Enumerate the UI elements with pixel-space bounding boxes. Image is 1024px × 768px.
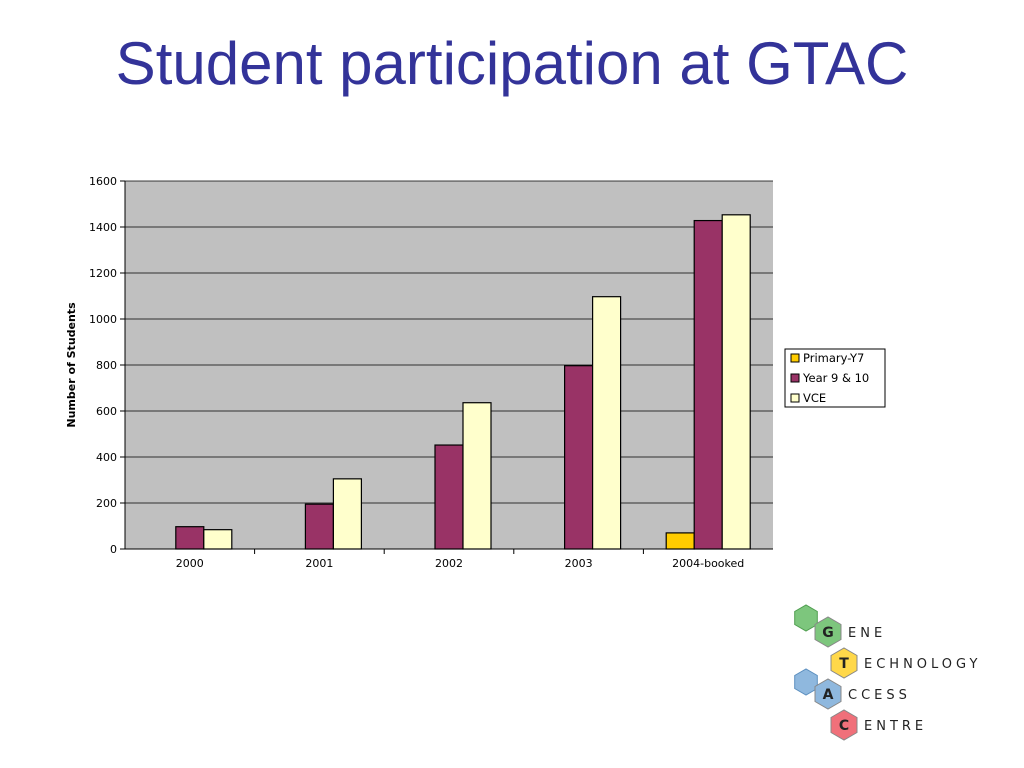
legend-label: VCE [803, 391, 826, 405]
logo-hexagon [830, 647, 858, 679]
logo-word: ENTRE [864, 719, 927, 734]
logo-letter: G [822, 625, 834, 641]
logo-letter: T [839, 656, 849, 672]
y-axis-label: Number of Students [65, 302, 78, 428]
y-tick-label: 200 [96, 497, 117, 510]
bar [175, 526, 205, 550]
x-tick-label: 2003 [565, 557, 593, 570]
x-tick-label: 2001 [305, 557, 333, 570]
y-tick-label: 1600 [89, 175, 117, 188]
bar [693, 219, 723, 550]
logo-word: ENE [848, 626, 886, 641]
legend-swatch [790, 353, 800, 363]
logo-hexagon [830, 709, 858, 741]
x-tick-label: 2002 [435, 557, 463, 570]
x-tick-label: 2000 [176, 557, 204, 570]
decor-hexagon [794, 604, 818, 632]
bar [721, 214, 751, 550]
bar [665, 532, 695, 550]
bar [203, 529, 233, 550]
logo-word: CCESS [848, 688, 911, 703]
slide-title: Student participation at GTAC [115, 30, 909, 97]
gtac-logo: G ENE T ECHNOLOGY A CCESS C ENTRE [794, 604, 981, 741]
y-tick-label: 600 [96, 405, 117, 418]
logo-hexagon [814, 678, 842, 710]
legend-swatch [790, 393, 800, 403]
bar [462, 402, 492, 550]
bar [304, 503, 334, 550]
decor-hexagon [794, 668, 818, 696]
legend-label: Year 9 & 10 [802, 371, 869, 385]
logo-word: ECHNOLOGY [864, 657, 981, 672]
logo-hexagon [814, 616, 842, 648]
logo-letter: C [839, 718, 849, 734]
logo-letter: A [823, 687, 834, 703]
y-tick-label: 1400 [89, 221, 117, 234]
y-tick-label: 1200 [89, 267, 117, 280]
y-tick-label: 0 [110, 543, 117, 556]
legend-label: Primary-Y7 [803, 351, 864, 365]
y-tick-label: 400 [96, 451, 117, 464]
x-tick-label: 2004-booked [672, 557, 744, 570]
bar [563, 365, 594, 550]
bar [434, 444, 464, 550]
bar [591, 296, 622, 550]
bar-chart: 0 200 400 600 800 1000 1200 1400 1600 2000 2001 200… [65, 175, 886, 570]
y-tick-label: 800 [96, 359, 117, 372]
legend-swatch [790, 373, 800, 383]
y-tick-label: 1000 [89, 313, 117, 326]
bar [332, 478, 362, 550]
legend [784, 348, 886, 408]
